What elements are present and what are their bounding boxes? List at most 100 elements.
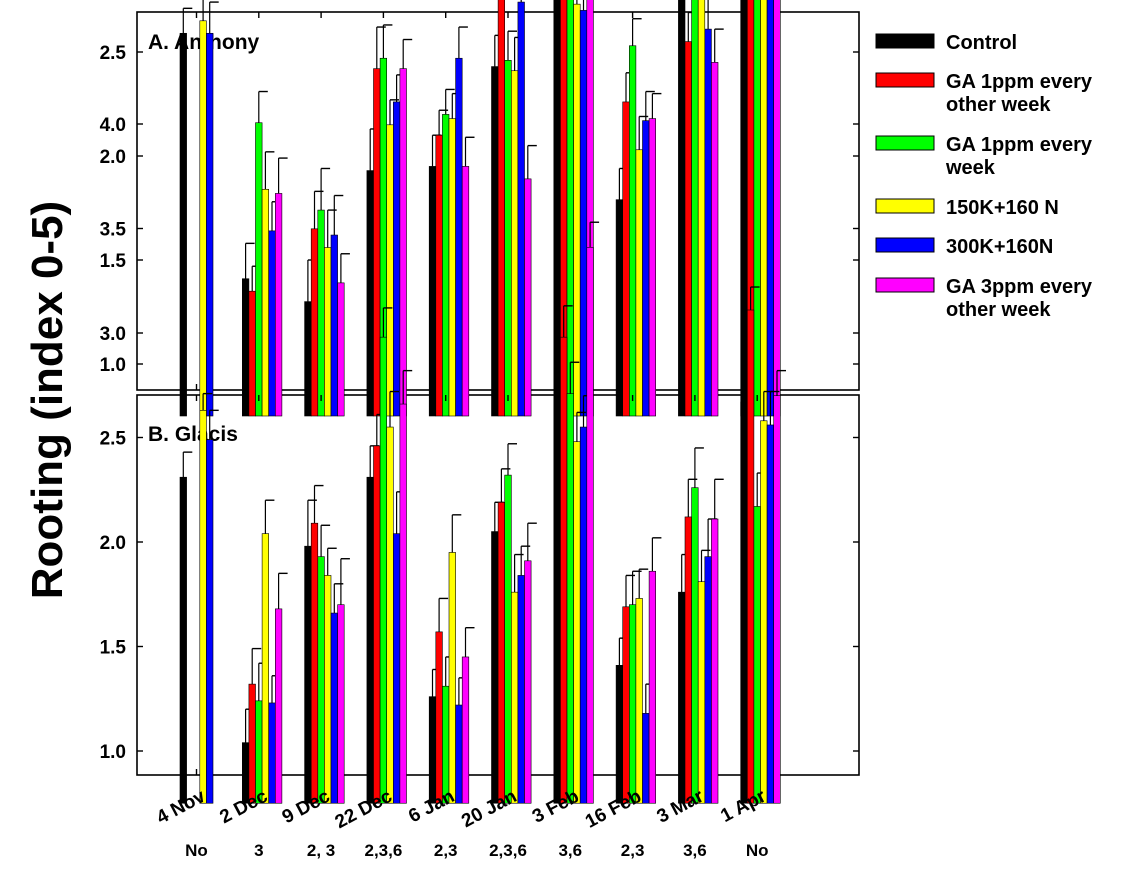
bar-a-s5-c1 bbox=[274, 193, 283, 417]
legend-label: 150K+160 N bbox=[946, 197, 1059, 219]
panel-b-title: B. Glacis bbox=[148, 423, 238, 446]
bar-a-s4-c8 bbox=[704, 28, 712, 417]
bar-b-s2-c9 bbox=[753, 506, 761, 804]
bar-b-s3-c9 bbox=[760, 420, 768, 804]
annotation-label: 2,3 bbox=[434, 841, 458, 860]
annotation-label: 2,3,6 bbox=[364, 841, 402, 860]
y-tick-label: 2.5 bbox=[100, 43, 127, 64]
bar-a-s4-c7 bbox=[642, 120, 650, 417]
bar-b-s5-c8 bbox=[711, 518, 719, 804]
bar-b-s4-c0 bbox=[206, 439, 214, 804]
bar-b-s2-c6 bbox=[566, 393, 574, 804]
bar-a-s4-c5 bbox=[517, 1, 525, 417]
bar-b-s0-c0 bbox=[179, 476, 187, 804]
bar-b-s0-c3 bbox=[366, 476, 374, 804]
annotation-label: 3 bbox=[254, 841, 263, 860]
annotation-label: 3,6 bbox=[558, 841, 582, 860]
bar-a-s2-c9 bbox=[753, 0, 761, 417]
legend-swatch bbox=[875, 277, 935, 293]
bar-b-s5-c4 bbox=[461, 656, 470, 804]
legend-label: 300K+160N bbox=[946, 236, 1053, 258]
bar-a-s5-c9 bbox=[773, 0, 781, 417]
bar-b-s5-c9 bbox=[773, 395, 781, 804]
bar-a-s0-c0 bbox=[179, 32, 187, 417]
bar-a-s5-c8 bbox=[711, 62, 719, 417]
legend-label: Control bbox=[946, 32, 1017, 54]
bar-a-s4-c2 bbox=[330, 234, 338, 417]
bar-b-s1-c9 bbox=[746, 309, 755, 804]
bar-b-s1-c8 bbox=[684, 516, 692, 804]
legend-swatch bbox=[875, 198, 935, 214]
annotation-label: No bbox=[746, 841, 769, 860]
bar-b-s0-c2 bbox=[304, 545, 312, 804]
bar-b-s5-c1 bbox=[274, 608, 283, 804]
bar-a-s5-c3 bbox=[399, 68, 407, 417]
y-tick-label: 1.5 bbox=[100, 638, 127, 659]
bar-a-s3-c7 bbox=[635, 149, 643, 417]
bar-b-s4-c7 bbox=[642, 713, 650, 804]
bar-a-s2-c5 bbox=[504, 60, 512, 417]
bar-b-s4-c3 bbox=[392, 533, 401, 804]
bar-a-s2-c1 bbox=[255, 122, 263, 417]
annotation-label: 2,3 bbox=[621, 841, 645, 860]
bar-a-s0-c1 bbox=[242, 278, 250, 417]
bar-a-s5-c5 bbox=[524, 178, 532, 417]
bar-a-s0-c7 bbox=[615, 199, 623, 417]
bar-b-s0-c5 bbox=[491, 531, 499, 804]
bar-a-s4-c0 bbox=[206, 32, 214, 417]
bar-a-s1-c8 bbox=[684, 41, 692, 417]
bar-b-s3-c0 bbox=[199, 410, 207, 804]
y-tick-label: 3.0 bbox=[100, 324, 126, 345]
legend: Control GA 1ppm every other week GA 1ppm ev… bbox=[875, 32, 1093, 321]
bar-b-s1-c1 bbox=[248, 683, 256, 804]
bar-a-s0-c2 bbox=[304, 301, 312, 417]
bar-b-s4-c2 bbox=[330, 612, 338, 804]
bar-b-s4-c4 bbox=[455, 704, 463, 804]
bar-b-s1-c3 bbox=[373, 445, 381, 804]
annotation-label: 2, 3 bbox=[307, 841, 335, 860]
legend-swatch bbox=[875, 237, 935, 253]
bar-a-s1-c4 bbox=[435, 134, 443, 417]
y-tick-label: 1.0 bbox=[100, 742, 126, 763]
bar-a-s3-c3 bbox=[386, 124, 394, 417]
bar-b-s4-c9 bbox=[766, 424, 774, 804]
bar-b-s1-c4 bbox=[435, 631, 443, 804]
y-tick-label: 4.0 bbox=[100, 115, 126, 136]
bar-b-s1-c5 bbox=[497, 501, 506, 804]
bar-a-s2-c4 bbox=[442, 114, 450, 417]
legend-label: GA 1ppm every week bbox=[945, 134, 1093, 179]
bar-b-s3-c1 bbox=[261, 533, 270, 804]
bar-a-s3-c8 bbox=[697, 0, 706, 417]
y-tick-label: 3.5 bbox=[100, 220, 127, 241]
bar-b-s4-c1 bbox=[268, 702, 276, 804]
bar-a-s3-c9 bbox=[760, 0, 768, 417]
y-tick-label: 2.0 bbox=[100, 147, 126, 168]
bar-b-s2-c8 bbox=[691, 487, 699, 804]
bar-a-s0-c3 bbox=[366, 170, 374, 417]
annotation-label: 3,6 bbox=[683, 841, 707, 860]
bar-b-s4-c8 bbox=[704, 556, 712, 804]
bar-b-s0-c8 bbox=[678, 591, 686, 804]
bar-b-s3-c5 bbox=[510, 591, 519, 804]
panel-b-plot: 1.0 1.5 2.0 2.5 3.0 3.5 4.0 bbox=[100, 115, 859, 804]
bar-a-s0-c9 bbox=[740, 0, 748, 417]
bar-a-s4-c6 bbox=[579, 10, 588, 417]
bar-b-s5-c2 bbox=[337, 604, 345, 804]
bar-a-s4-c1 bbox=[268, 230, 276, 417]
bar-b-s1-c6 bbox=[560, 336, 568, 804]
bar-a-s0-c6 bbox=[553, 0, 561, 417]
bar-a-s2-c6 bbox=[566, 0, 574, 417]
bar-b-s1-c7 bbox=[622, 606, 630, 804]
bar-a-s1-c3 bbox=[373, 68, 381, 417]
bar-a-s5-c7 bbox=[648, 118, 656, 417]
y-tick-label: 1.0 bbox=[100, 355, 126, 376]
legend-label: GA 3ppm every other week bbox=[946, 276, 1093, 321]
bar-a-s4-c9 bbox=[766, 0, 774, 417]
bar-b-s4-c5 bbox=[517, 575, 525, 804]
bar-b-s3-c3 bbox=[386, 426, 394, 804]
bar-a-s4-c4 bbox=[455, 57, 463, 417]
bar-b-s0-c7 bbox=[615, 665, 623, 804]
y-tick-label: 2.5 bbox=[100, 429, 127, 450]
legend-swatch bbox=[875, 33, 935, 49]
